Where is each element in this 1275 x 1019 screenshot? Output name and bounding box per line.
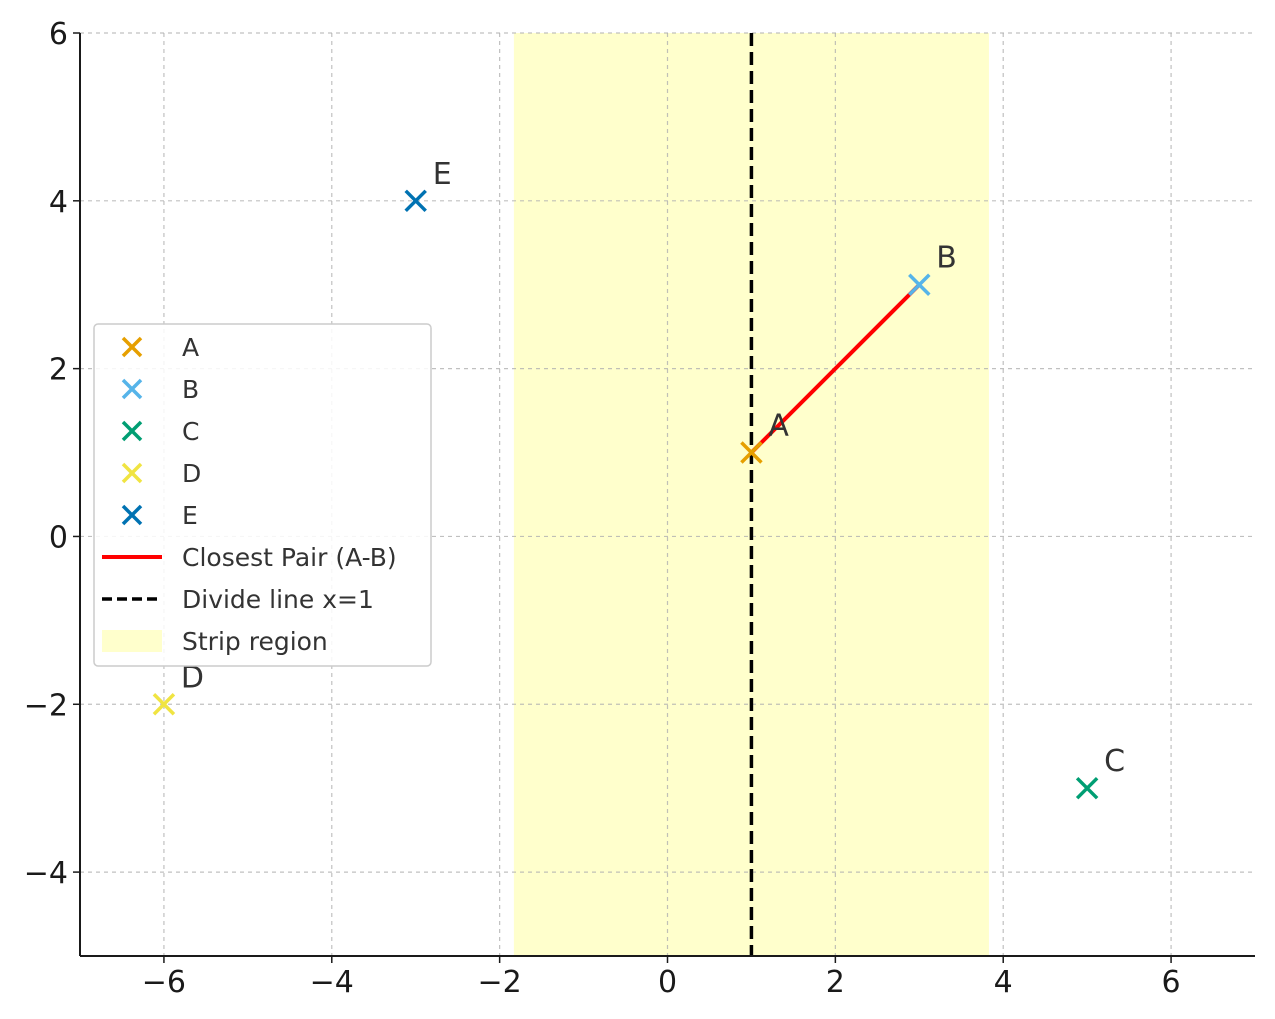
legend-label-e: E (182, 501, 198, 530)
y-tick-label: −2 (24, 688, 68, 723)
point-b (908, 273, 931, 296)
legend-marker-b-stroke (121, 378, 143, 400)
legend-label-c: C (182, 417, 199, 446)
legend-marker-c (121, 420, 143, 442)
legend-label-b: B (182, 375, 199, 404)
point-d (152, 693, 176, 716)
legend-marker-a (121, 336, 143, 358)
axes: −6 −4 −2 0 2 4 6 −4 −2 0 2 4 6 (24, 17, 1255, 1000)
legend-marker-a-stroke (121, 336, 143, 358)
point-label-e: E (433, 157, 452, 192)
legend-marker-d-stroke (121, 462, 143, 484)
x-tick-label: −4 (310, 965, 354, 1000)
closest-pair-line (750, 283, 921, 454)
x-tick-label: −6 (142, 965, 186, 1000)
x-tick-label: 0 (658, 965, 677, 1000)
legend-label-a: A (182, 333, 199, 362)
legend-box (93, 323, 432, 667)
point-e-stroke (404, 189, 427, 213)
y-tick-label: 2 (49, 353, 68, 388)
legend-marker-e (121, 504, 143, 526)
point-b-stroke (908, 273, 931, 296)
y-tick-label: 6 (49, 17, 68, 52)
y-tick-label: 4 (49, 185, 68, 220)
y-tick-label: 0 (49, 520, 68, 555)
x-tick-label: 2 (826, 965, 845, 1000)
point-c (1075, 776, 1099, 800)
legend-label-strip: Strip region (182, 627, 328, 656)
legend-label-d: D (182, 459, 201, 488)
x-tick-label: 6 (1162, 965, 1181, 1000)
x-tick-label: 4 (994, 965, 1013, 1000)
legend-label-divide-line: Divide line x=1 (182, 585, 374, 614)
legend-marker-b (121, 378, 143, 400)
legend-label-closest-pair: Closest Pair (A-B) (182, 543, 397, 572)
point-label-a: A (768, 409, 789, 444)
legend-marker-d (121, 462, 143, 484)
legend-marker-c-stroke (121, 420, 143, 442)
y-tick-label: −4 (24, 856, 68, 891)
point-a-stroke (740, 441, 763, 464)
point-label-d: D (181, 660, 204, 695)
x-tick-label: −2 (478, 965, 522, 1000)
point-e (404, 189, 427, 213)
point-label-c: C (1104, 744, 1125, 779)
point-c-stroke (1075, 776, 1099, 800)
point-a (740, 441, 763, 464)
legend-marker-e-stroke (121, 504, 143, 526)
point-d-stroke (152, 693, 176, 716)
legend-strip-key (102, 630, 162, 652)
point-label-b: B (936, 241, 957, 276)
